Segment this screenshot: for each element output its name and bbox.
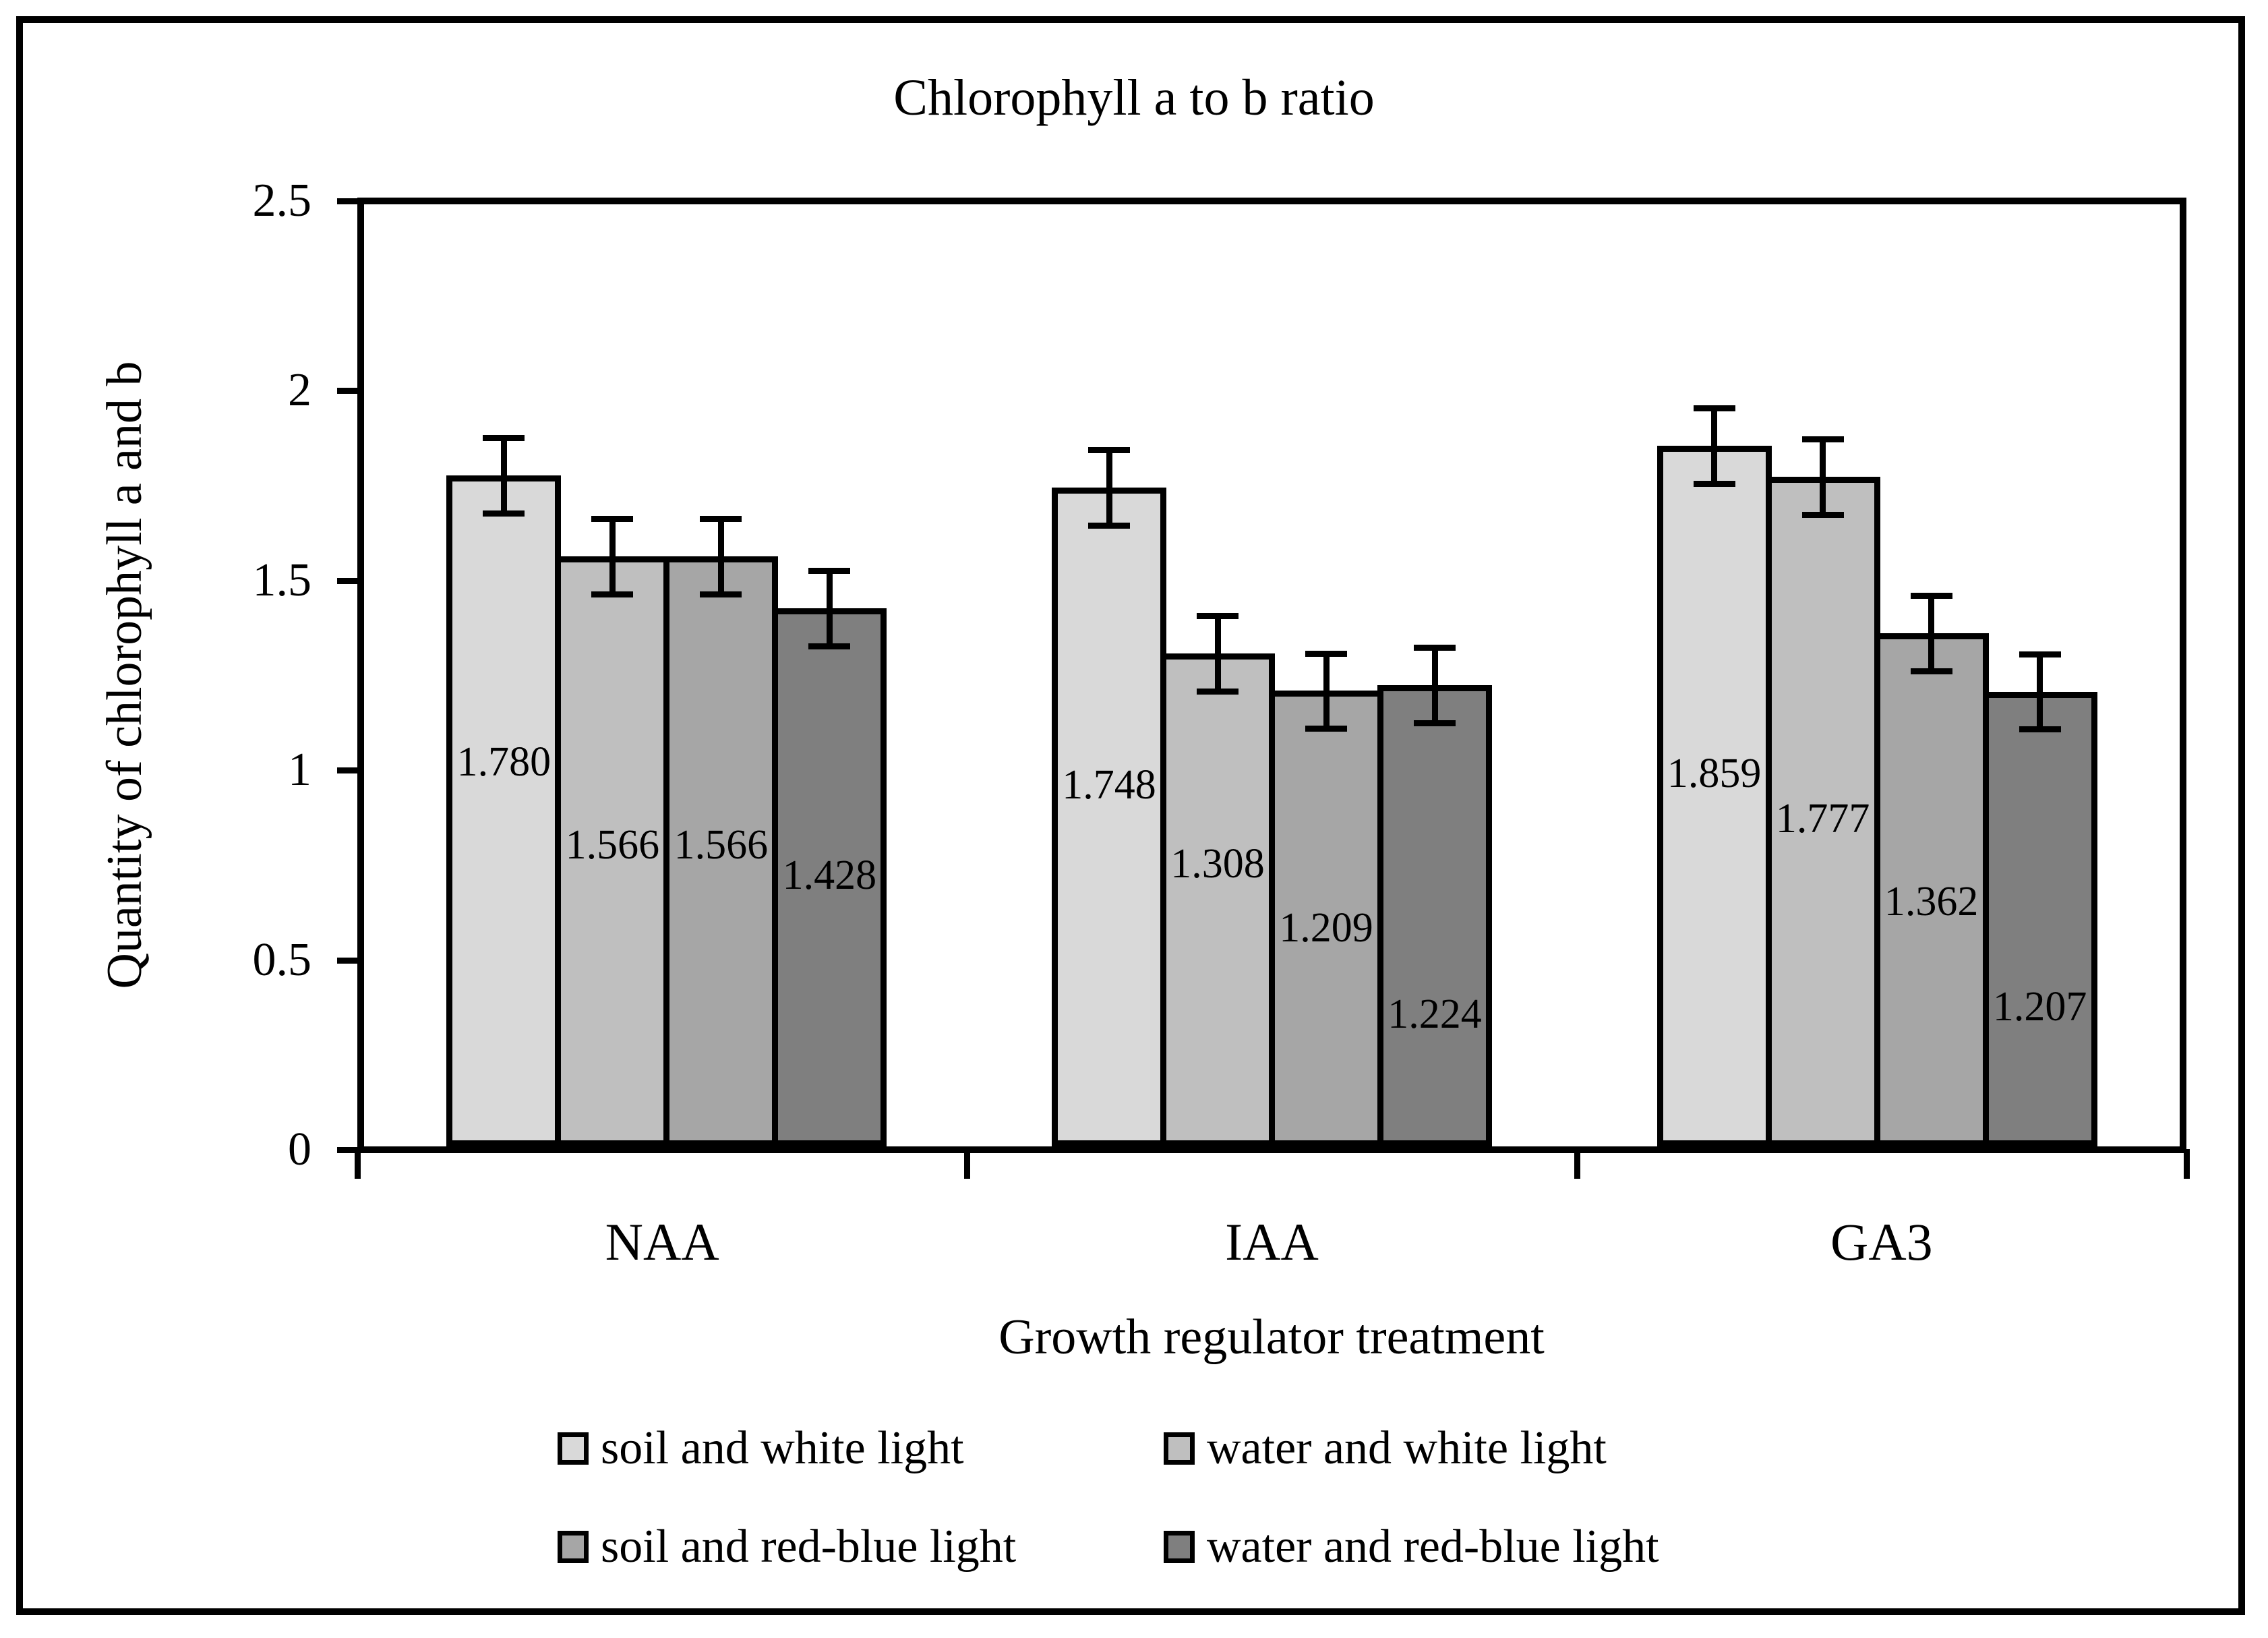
error-bar-cap-bottom [1305,726,1347,732]
y-tick-label: 2.5 [252,175,312,227]
error-bar-stem [826,571,833,646]
error-bar-cap-bottom [1693,481,1735,488]
bar-data-label: 1.859 [1667,750,1762,796]
y-tick-label: 2 [288,364,311,417]
error-bar-stem [1928,595,1935,671]
bar-GA3-4 [1982,691,2097,1146]
page-border [16,16,2245,1615]
bar-data-label: 1.224 [1387,991,1482,1038]
bar-IAA-1 [1052,488,1166,1146]
error-bar-stem [609,519,616,594]
error-bar-stem [1711,408,1718,484]
y-axis-tick [337,1147,357,1153]
category-label-IAA: IAA [1225,1212,1319,1271]
bar-data-label: 1.207 [1992,984,2087,1030]
error-bar-cap-top [483,435,525,442]
y-tick-label: 1 [288,744,311,796]
error-bar-stem [717,519,724,594]
bar-IAA-2 [1160,653,1275,1146]
x-axis-tick [964,1149,971,1179]
error-bar-cap-top [591,516,634,523]
error-bar-cap-top [1197,613,1239,620]
category-label-NAA: NAA [605,1212,719,1271]
error-bar-cap-bottom [808,643,851,649]
y-axis-tick [337,767,357,774]
bar-data-label: 1.308 [1170,840,1265,887]
legend-swatch-1 [558,1432,589,1465]
error-bar-stem [1106,450,1112,526]
error-bar-cap-bottom [1801,511,1844,518]
legend-label-4: water and red-blue light [1207,1521,1659,1573]
error-bar-cap-bottom [700,591,742,597]
x-axis-title: Growth regulator treatment [998,1310,1545,1365]
bar-data-label: 1.780 [456,739,551,786]
bar-NAA-1 [446,475,562,1146]
y-tick-label: 0.5 [252,933,312,986]
legend-label-1: soil and white light [601,1422,964,1474]
error-bar-cap-top [1414,645,1456,651]
legend-label-2: water and white light [1207,1422,1607,1474]
y-axis-tick [337,957,357,964]
legend-swatch-3 [558,1531,589,1563]
bar-data-label: 1.566 [674,821,769,868]
error-bar-stem [1214,616,1221,691]
y-axis-title: Quantity of chlorophyll a and b [97,361,152,989]
error-bar-cap-top [1801,436,1844,443]
x-axis-tick [1574,1149,1580,1179]
error-bar-cap-bottom [2019,726,2061,733]
bar-data-label: 1.566 [565,821,660,868]
error-bar-cap-top [2019,651,2061,657]
bar-data-label: 1.362 [1884,878,1979,925]
error-bar-cap-bottom [1088,523,1130,529]
error-bar-cap-bottom [483,510,525,517]
y-axis-tick [337,198,357,204]
error-bar-cap-top [808,568,851,575]
y-tick-label: 0 [288,1123,311,1175]
chart-title: Chlorophyll a to b ratio [893,69,1375,126]
error-bar-cap-bottom [591,591,634,597]
error-bar-stem [1820,439,1826,515]
x-axis-tick [355,1149,361,1179]
error-bar-cap-bottom [1910,668,1952,674]
legend-swatch-2 [1164,1432,1195,1465]
bar-data-label: 1.777 [1775,795,1870,842]
error-bar-cap-bottom [1414,720,1456,726]
bar-data-label: 1.209 [1279,904,1373,951]
y-tick-label: 1.5 [252,554,312,606]
bar-data-label: 1.428 [782,852,877,898]
error-bar-stem [1323,653,1330,729]
error-bar-cap-top [1693,405,1735,412]
error-bar-stem [2037,653,2043,730]
plot-inner: 1.780 1.566 1.566 1.428 1.748 1.308 1.209 1.224… [364,204,2180,1146]
error-bar-cap-bottom [1197,688,1239,695]
error-bar-stem [1431,647,1438,723]
error-bar-cap-top [700,516,742,523]
bar-GA3-2 [1765,477,1880,1146]
x-axis-tick [2184,1149,2190,1179]
category-label-GA3: GA3 [1830,1212,1933,1271]
bar-IAA-4 [1377,685,1492,1146]
y-axis-tick [337,388,357,394]
bar-data-label: 1.748 [1062,761,1156,808]
error-bar-cap-top [1910,593,1952,599]
legend-swatch-4 [1164,1531,1195,1563]
y-axis-tick [337,577,357,584]
error-bar-cap-top [1305,650,1347,657]
error-bar-stem [500,438,507,514]
error-bar-cap-top [1088,447,1130,454]
legend-label-3: soil and red-blue light [601,1521,1017,1573]
